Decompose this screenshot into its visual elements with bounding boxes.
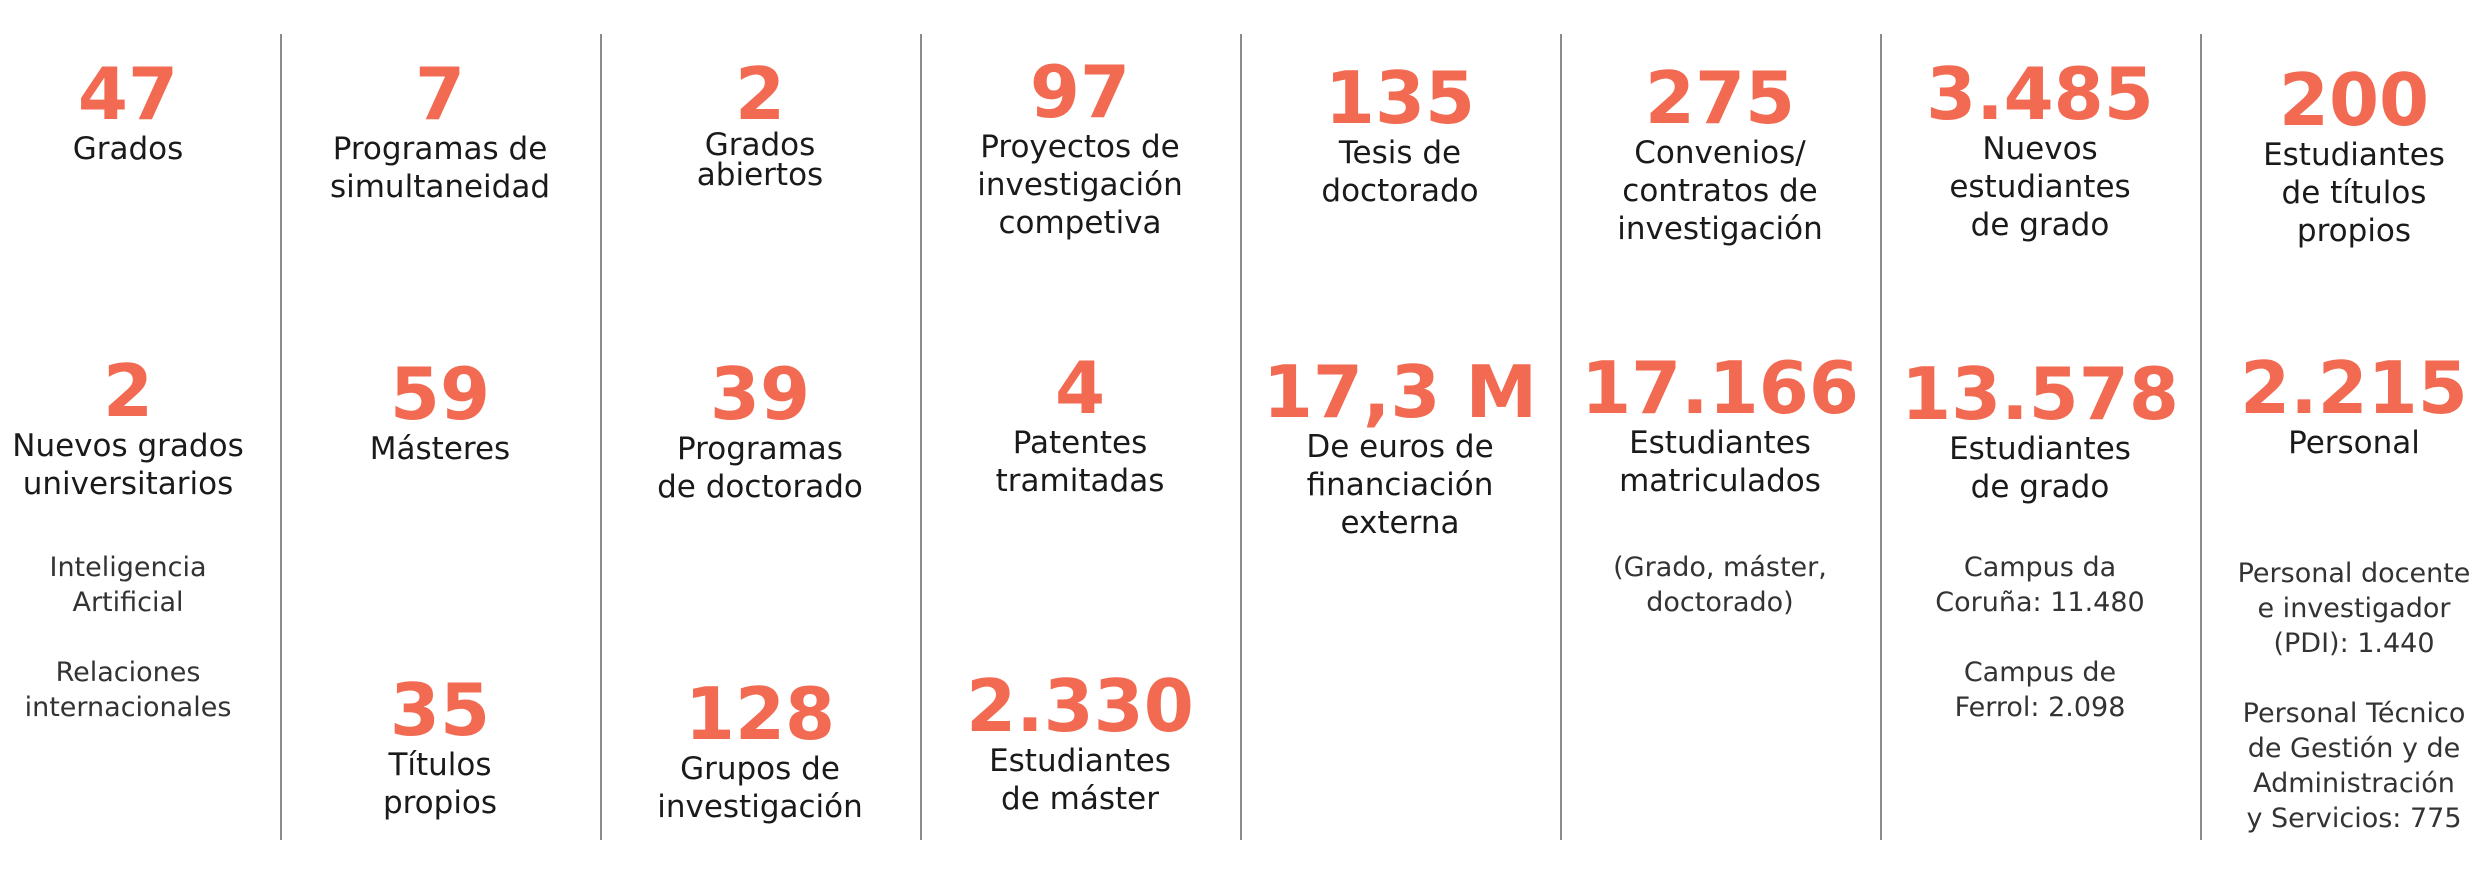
stat-label: Nuevos grados universitarios	[12, 428, 244, 502]
stat-grupos-investigacion: 128 Grupos de investigación	[657, 678, 863, 826]
stat-note: Personal docente e investigador (PDI): 1…	[2237, 558, 2471, 659]
stat-label: Títulos propios	[382, 747, 498, 821]
stat-label: Grados abiertos	[696, 127, 824, 193]
stat-value: 2.330	[966, 664, 1194, 748]
stat-note: Campus de Ferrol: 2.098	[1954, 657, 2126, 723]
column-divider	[1560, 34, 1562, 840]
stat-value: 200	[2278, 58, 2430, 142]
stat-note: Inteligencia Artificial	[49, 552, 207, 618]
stat-tesis: 135 Tesis de doctorado	[1321, 62, 1478, 210]
column-divider	[920, 34, 922, 840]
stat-label: Estudiantes matriculados	[1619, 425, 1821, 499]
stat-label: Estudiantes de títulos propios	[2263, 137, 2445, 249]
stat-label: Patentes tramitadas	[995, 425, 1165, 499]
stat-value: 35	[389, 668, 491, 752]
stat-value: 13.578	[1901, 352, 2179, 436]
stat-value: 2	[102, 349, 154, 433]
stat-value: 7	[414, 52, 466, 136]
stat-grados-abiertos: 2 Grados abiertos	[696, 52, 824, 193]
stat-doctorado: 39 Programas de doctorado	[657, 358, 863, 506]
stat-financiacion: 17,3 M De euros de financiación externa	[1263, 356, 1537, 542]
stat-label: Grados	[72, 131, 184, 167]
stat-label: Tesis de doctorado	[1321, 135, 1479, 209]
stat-label: Programas de simultaneidad	[329, 131, 551, 205]
column-divider	[600, 34, 602, 840]
stat-value: 128	[684, 672, 836, 756]
stat-note: Personal Técnico de Gestión y de Adminis…	[2242, 698, 2466, 834]
stat-label: Estudiantes de máster	[989, 743, 1171, 817]
stat-matriculados: 17.166 Estudiantes matriculados	[1581, 352, 1859, 500]
stat-note: Relaciones internacionales	[24, 657, 232, 723]
stat-note: Campus da Coruña: 11.480	[1935, 552, 2145, 618]
stat-label: Programas de doctorado	[657, 431, 863, 505]
stat-simultaneidad: 7 Programas de simultaneidad	[330, 58, 550, 206]
stat-titulos-propios-estudiantes: 200 Estudiantes de títulos propios	[2263, 64, 2445, 250]
stat-patentes: 4 Patentes tramitadas	[996, 352, 1165, 500]
stat-convenios: 275 Convenios/ contratos de investigació…	[1617, 62, 1823, 248]
stat-value: 135	[1324, 56, 1476, 140]
stat-value: 4	[1054, 346, 1106, 430]
stat-value: 2	[734, 52, 786, 136]
column-divider	[280, 34, 282, 840]
stat-label: Másteres	[369, 431, 511, 467]
stat-value: 17.166	[1581, 346, 1859, 430]
stat-proyectos: 97 Proyectos de investigación competiva	[977, 56, 1183, 242]
stat-value: 17,3 M	[1262, 350, 1538, 434]
stat-label: De euros de financiación externa	[1306, 429, 1494, 541]
stat-value: 59	[389, 352, 491, 436]
column-divider	[2200, 34, 2202, 840]
stat-personal: 2.215 Personal	[2240, 352, 2468, 462]
stat-nuevos-grados: 2 Nuevos grados universitarios	[12, 355, 243, 503]
stat-value: 2.215	[2240, 346, 2468, 430]
stat-estudiantes-grado: 13.578 Estudiantes de grado	[1901, 358, 2179, 506]
stat-label: Convenios/ contratos de investigación	[1617, 135, 1823, 247]
stat-value: 97	[1029, 50, 1131, 134]
stat-label: Personal	[2288, 425, 2420, 461]
stat-value: 39	[709, 352, 811, 436]
stat-label: Estudiantes de grado	[1949, 431, 2131, 505]
column-divider	[1880, 34, 1882, 840]
column-divider	[1240, 34, 1242, 840]
stat-label: Nuevos estudiantes de grado	[1949, 131, 2131, 243]
stat-titulos-propios: 35 Títulos propios	[383, 674, 497, 822]
stat-label: Proyectos de investigación competiva	[977, 129, 1183, 241]
stat-masteres: 59 Másteres	[370, 358, 510, 468]
stat-value: 47	[77, 52, 179, 136]
stat-note: (Grado, máster, doctorado)	[1613, 552, 1827, 618]
stat-estudiantes-master: 2.330 Estudiantes de máster	[966, 670, 1194, 818]
stat-value: 3.485	[1926, 52, 2154, 136]
stat-value: 275	[1644, 56, 1796, 140]
stat-grados: 47 Grados	[73, 58, 184, 168]
stat-nuevos-estudiantes: 3.485 Nuevos estudiantes de grado	[1926, 58, 2154, 244]
stat-label: Grupos de investigación	[657, 751, 863, 825]
